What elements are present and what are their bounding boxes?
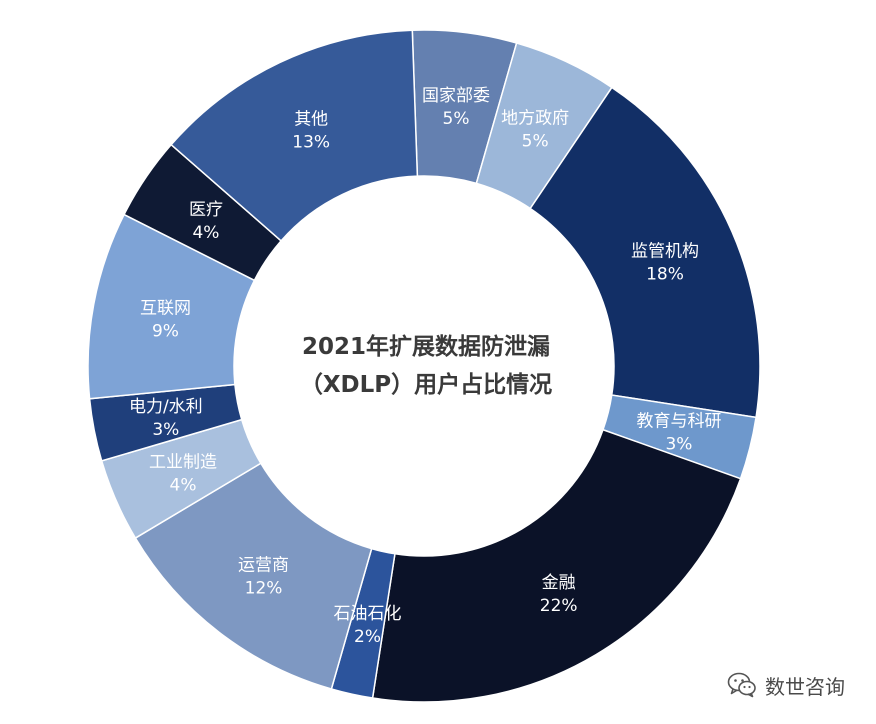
slice-value-9: 9% xyxy=(152,322,179,342)
chart-title-line-2: （XDLP）用户占比情况 xyxy=(300,371,552,398)
labels-group: 国家部委 5% 地方政府 5% 监管机构 18% 教育与科研 3% 金融 22% 石油石化 2% 运营商… xyxy=(129,86,721,647)
slice-value-3: 3% xyxy=(665,435,692,455)
slice-4 xyxy=(371,428,742,703)
slice-label-2: 监管机构 xyxy=(631,242,699,262)
slice-value-10: 4% xyxy=(192,223,219,243)
slice-label-11: 其他 xyxy=(294,109,328,129)
slice-label-5: 石油石化 xyxy=(334,604,402,624)
slice-2 xyxy=(529,86,761,419)
slice-value-1: 5% xyxy=(522,132,549,152)
slice-label-10: 医疗 xyxy=(189,200,223,220)
chart-title-line-1: 2021年扩展数据防泄漏 xyxy=(302,333,550,360)
slice-value-4: 22% xyxy=(540,596,578,616)
slice-value-11: 13% xyxy=(292,132,330,152)
slice-value-5: 2% xyxy=(354,627,381,647)
slice-label-7: 工业制造 xyxy=(149,452,217,472)
watermark-text: 数世咨询 xyxy=(765,674,845,699)
slice-11 xyxy=(170,29,419,242)
slice-label-8: 电力/水利 xyxy=(129,397,203,417)
slice-label-4: 金融 xyxy=(542,573,576,593)
slices-group xyxy=(87,29,761,703)
slice-label-3: 教育与科研 xyxy=(636,412,721,432)
wechat-icon xyxy=(727,672,756,698)
slice-label-9: 互联网 xyxy=(140,299,191,319)
slice-value-6: 12% xyxy=(245,578,283,598)
slice-label-1: 地方政府 xyxy=(501,109,569,129)
slice-value-2: 18% xyxy=(646,265,684,285)
slice-value-7: 4% xyxy=(170,475,197,495)
watermark: 数世咨询 xyxy=(727,670,845,700)
slice-value-0: 5% xyxy=(443,109,470,129)
slice-value-8: 3% xyxy=(152,420,179,440)
slice-label-6: 运营商 xyxy=(238,555,289,575)
slice-label-0: 国家部委 xyxy=(422,86,490,106)
